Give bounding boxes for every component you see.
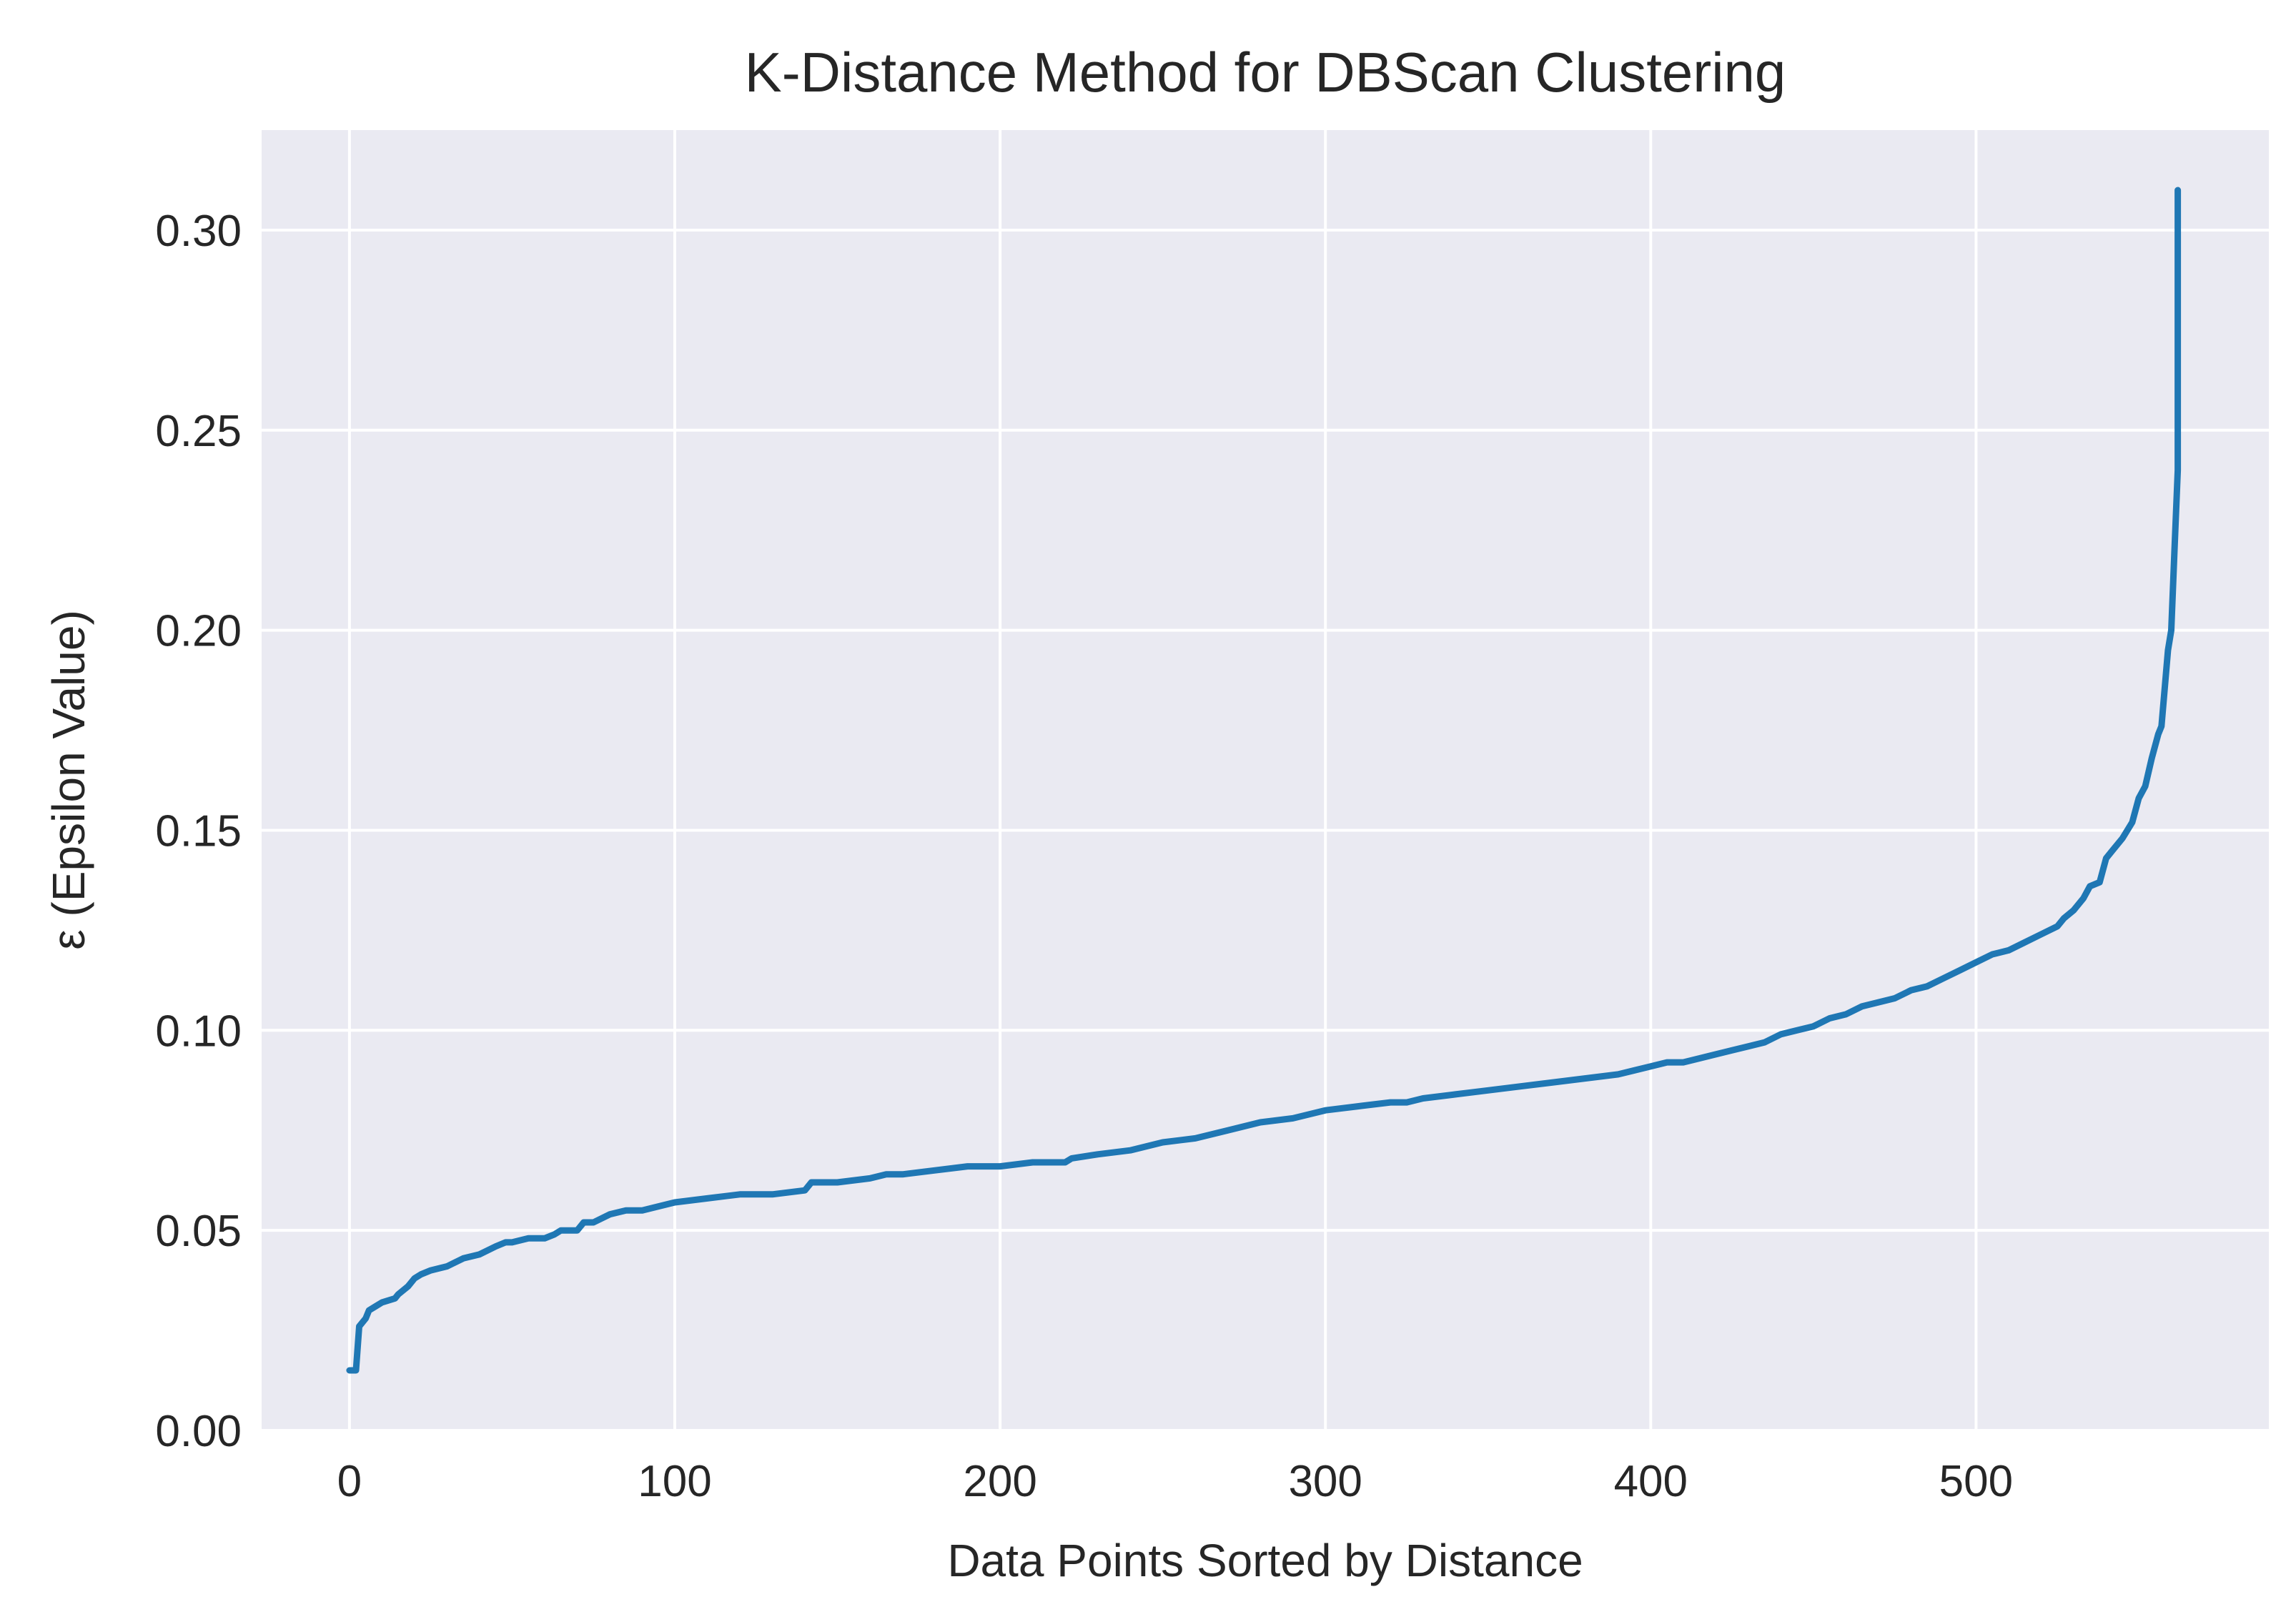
- y-tick-label: 0.15: [155, 806, 242, 856]
- series-line: [346, 187, 2182, 1374]
- x-tick-label: 0: [337, 1457, 362, 1506]
- x-tick-labels: 0 100 200 300 400 500: [337, 1457, 2013, 1506]
- y-tick-label: 0.00: [155, 1407, 242, 1456]
- x-tick-label: 500: [1939, 1457, 2013, 1506]
- x-grid: [347, 130, 1978, 1430]
- y-tick-label: 0.10: [155, 1007, 242, 1056]
- x-axis-label: Data Points Sorted by Distance: [947, 1535, 1583, 1586]
- x-tick-label: 200: [963, 1457, 1036, 1506]
- chart-title: K-Distance Method for DBScan Clustering: [745, 41, 1786, 104]
- y-tick-label: 0.20: [155, 607, 242, 656]
- y-tick-label: 0.30: [155, 207, 242, 256]
- plot-area: [262, 130, 2269, 1430]
- y-tick-label: 0.05: [155, 1207, 242, 1256]
- x-tick-label: 400: [1614, 1457, 1688, 1506]
- y-tick-labels: 0.00 0.05 0.10 0.15 0.20 0.25 0.30: [155, 207, 242, 1456]
- x-tick-label: 300: [1288, 1457, 1362, 1506]
- x-tick-label: 100: [638, 1457, 711, 1506]
- y-tick-label: 0.25: [155, 407, 242, 456]
- y-axis-label: ε (Epsilon Value): [43, 610, 94, 950]
- y-grid: [262, 228, 2269, 1432]
